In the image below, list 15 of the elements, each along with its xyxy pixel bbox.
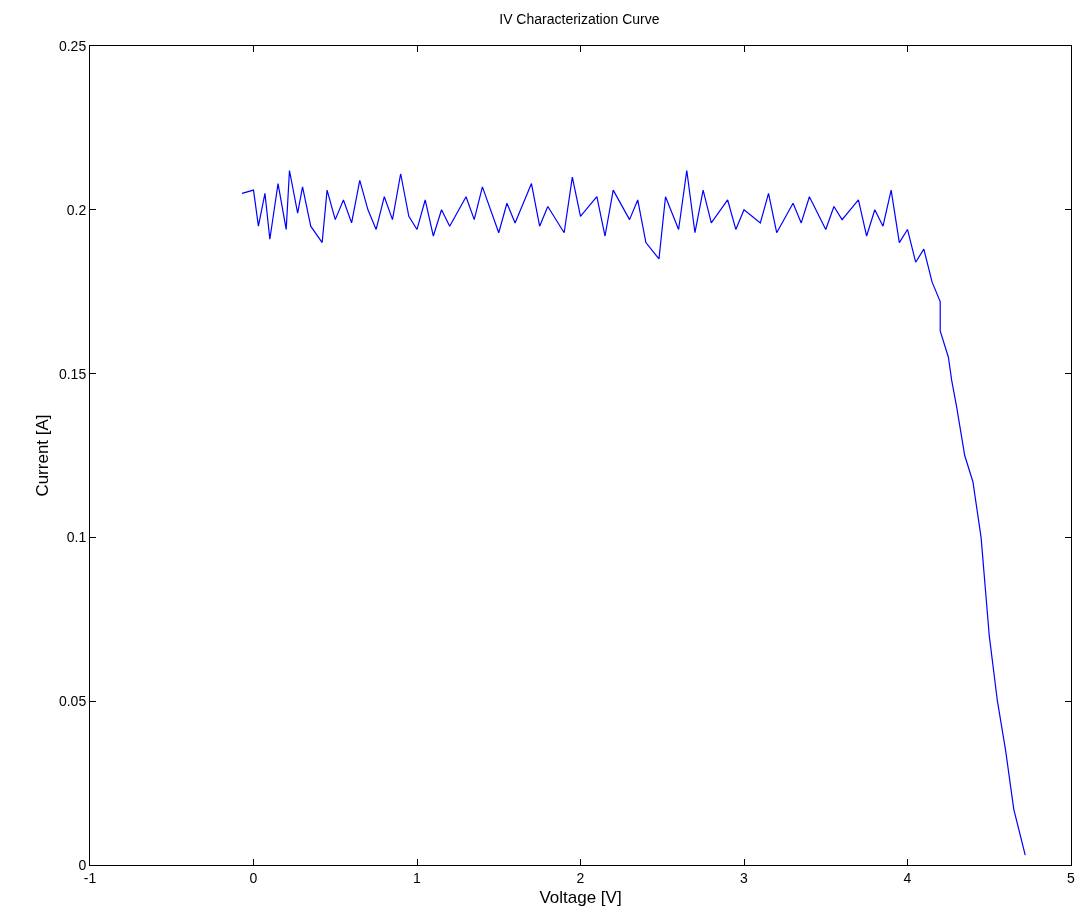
y-tick-label: 0.15	[58, 365, 87, 382]
chart-title: IV Characterization Curve	[499, 10, 660, 27]
x-tick-label: 2	[576, 869, 585, 886]
x-tick-label: 0	[249, 869, 258, 886]
x-tick-label: 3	[740, 869, 749, 886]
x-axis-title: Voltage [V]	[539, 888, 622, 908]
y-tick-label: 0.05	[58, 693, 87, 710]
line-series	[241, 169, 1026, 856]
x-tick-label: 4	[903, 869, 912, 886]
y-tick-label: 0.25	[58, 37, 87, 54]
y-axis-title: Current [A]	[32, 414, 52, 497]
y-tick-label: 0.2	[66, 201, 87, 218]
y-tick-label: 0.1	[66, 529, 87, 546]
x-tick-label: 1	[413, 869, 422, 886]
x-tick-label: 5	[1067, 869, 1076, 886]
